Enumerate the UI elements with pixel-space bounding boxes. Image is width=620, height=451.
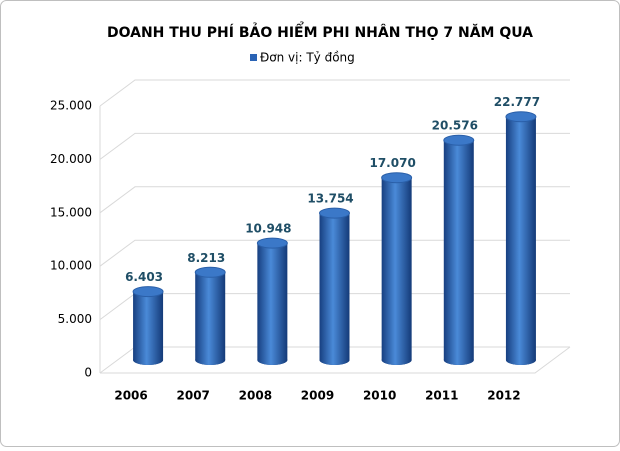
value-label: 10.948 xyxy=(245,222,291,236)
legend-swatch xyxy=(250,54,257,61)
bar xyxy=(505,116,536,365)
value-label: 6.403 xyxy=(125,270,163,284)
bar-top xyxy=(319,207,350,219)
bar-top xyxy=(381,172,413,184)
bar-top xyxy=(132,286,164,298)
value-label: 8.213 xyxy=(187,251,225,265)
y-tick-label: 15.000 xyxy=(50,205,92,219)
bar xyxy=(133,291,164,365)
x-tick-label: 2008 xyxy=(239,389,272,403)
grid-line xyxy=(99,239,570,267)
y-tick-label: 20.000 xyxy=(50,152,92,166)
x-tick-label: 2007 xyxy=(177,389,210,403)
y-tick-label: 25.000 xyxy=(50,99,92,113)
bar xyxy=(381,177,412,365)
y-tick-label: 10.000 xyxy=(50,259,92,273)
chart-title: DOANH THU PHÍ BẢO HIỂM PHI NHÂN THỌ 7 NĂ… xyxy=(107,21,533,41)
x-tick-label: 2009 xyxy=(301,389,334,403)
value-label: 20.576 xyxy=(432,119,478,133)
bar-top xyxy=(256,237,288,249)
value-label: 13.754 xyxy=(307,192,353,206)
x-tick-label: 2012 xyxy=(487,389,520,403)
bar-top xyxy=(194,266,226,278)
legend-label: Đơn vị: Tỷ đồng xyxy=(260,51,355,65)
value-label: 22.777 xyxy=(494,95,540,109)
bar-top xyxy=(443,134,475,146)
floor xyxy=(100,346,571,374)
value-label: 17.070 xyxy=(369,156,415,170)
grid-line xyxy=(99,186,570,214)
y-tick-label: 0 xyxy=(84,366,92,380)
y-tick-label: 5.000 xyxy=(58,312,92,326)
bar xyxy=(443,140,474,365)
x-tick-label: 2011 xyxy=(425,389,458,403)
bar-top xyxy=(505,111,537,123)
x-tick-label: 2006 xyxy=(114,389,147,403)
bar xyxy=(257,243,288,365)
grid-line xyxy=(99,132,570,160)
bar xyxy=(319,213,350,365)
grid-line xyxy=(99,79,570,107)
x-tick-label: 2010 xyxy=(363,389,396,403)
bar xyxy=(195,272,226,365)
